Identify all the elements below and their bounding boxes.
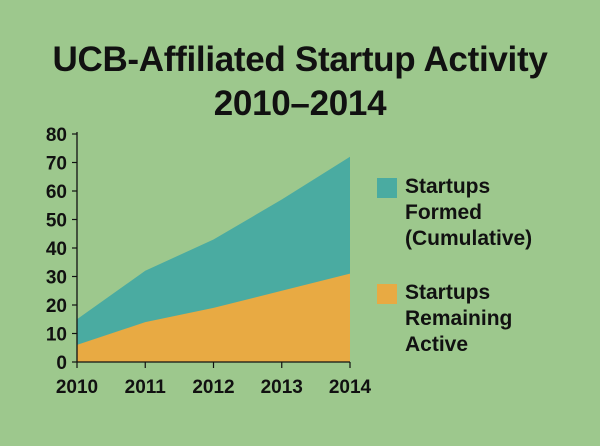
y-tick-label-50: 50: [46, 211, 67, 232]
y-tick-label-20: 20: [46, 296, 67, 317]
x-tick-label-2010: 2010: [56, 377, 98, 398]
y-tick-label-70: 70: [46, 154, 67, 175]
area-series-active: [77, 273, 350, 362]
legend-swatch-active: [377, 284, 397, 304]
x-tick-label-2012: 2012: [192, 377, 234, 398]
chart-title: UCB-Affiliated Startup Activity 2010–201…: [0, 38, 600, 126]
y-tick-label-40: 40: [46, 239, 67, 260]
legend-label-formed-line-3: (Cumulative): [405, 227, 533, 250]
y-tick-label-80: 80: [46, 125, 67, 146]
y-tick-label-60: 60: [46, 182, 67, 203]
legend-item-formed: Startups Formed (Cumulative): [377, 174, 592, 252]
chart-title-line-2: 2010–2014: [213, 84, 387, 123]
legend-swatch-formed: [377, 178, 397, 198]
y-tick-label-30: 30: [46, 268, 67, 289]
y-tick-label-10: 10: [46, 325, 67, 346]
chart-title-line-1: UCB-Affiliated Startup Activity: [52, 40, 548, 79]
legend-label-active-line-3: Active: [405, 333, 469, 356]
x-tick-label-2014: 2014: [329, 377, 372, 398]
legend-label-formed: Startups Formed (Cumulative): [405, 174, 592, 252]
legend-label-active-line-1: Startups: [405, 281, 491, 304]
y-tick-label-0: 0: [56, 353, 67, 374]
legend-label-active-line-2: Remaining: [405, 307, 513, 330]
x-tick-label-2011: 2011: [125, 377, 167, 398]
legend-item-active: Startups Remaining Active: [377, 280, 592, 358]
legend-label-formed-line-2: Formed: [405, 201, 483, 224]
x-tick-label-2013: 2013: [261, 377, 303, 398]
legend: Startups Formed (Cumulative) Startups Re…: [377, 174, 592, 358]
legend-label-formed-line-1: Startups: [405, 175, 491, 198]
legend-label-active: Startups Remaining Active: [405, 280, 592, 358]
